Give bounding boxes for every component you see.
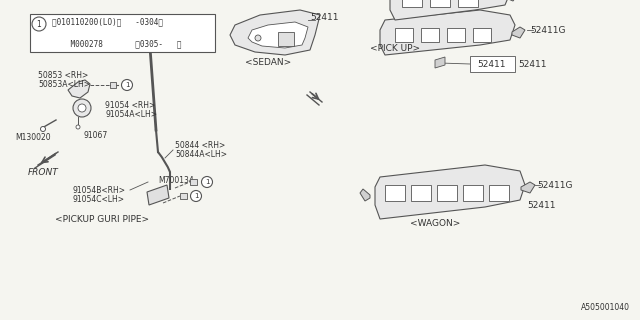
Bar <box>458 0 478 7</box>
Circle shape <box>73 99 91 117</box>
Text: 91054A<LH>: 91054A<LH> <box>105 109 157 118</box>
Bar <box>30 14 215 52</box>
Polygon shape <box>521 182 535 193</box>
Text: M700134: M700134 <box>158 175 194 185</box>
Text: Ⓑ010110200(LO)〈   -0304〉: Ⓑ010110200(LO)〈 -0304〉 <box>52 18 163 27</box>
Text: 52411: 52411 <box>518 60 547 68</box>
Circle shape <box>76 125 80 129</box>
Circle shape <box>202 177 212 188</box>
Polygon shape <box>190 179 197 185</box>
Text: 52411G: 52411G <box>530 26 566 35</box>
Text: 91054 <RH>: 91054 <RH> <box>105 100 156 109</box>
Text: M000278       〈0305-   〉: M000278 〈0305- 〉 <box>52 39 182 49</box>
Polygon shape <box>248 22 308 48</box>
Text: <PICK UP>: <PICK UP> <box>370 44 420 52</box>
Text: 52411: 52411 <box>527 201 556 210</box>
Bar <box>421 28 439 42</box>
Bar <box>411 185 431 201</box>
Text: A505001040: A505001040 <box>581 303 630 312</box>
Bar <box>278 32 294 46</box>
Text: 91067: 91067 <box>83 131 108 140</box>
Bar <box>385 185 405 201</box>
Circle shape <box>122 79 132 91</box>
Text: <WAGON>: <WAGON> <box>410 219 460 228</box>
Polygon shape <box>360 189 370 201</box>
Text: 52411G: 52411G <box>537 180 573 189</box>
Polygon shape <box>180 193 187 199</box>
Bar <box>473 28 491 42</box>
Polygon shape <box>512 27 525 38</box>
Bar <box>395 28 413 42</box>
Bar <box>430 0 450 7</box>
Text: 91054C<LH>: 91054C<LH> <box>72 195 124 204</box>
Text: 50844A<LH>: 50844A<LH> <box>175 149 227 158</box>
Circle shape <box>191 190 202 202</box>
Circle shape <box>78 104 86 112</box>
Bar <box>463 185 483 201</box>
Polygon shape <box>506 0 518 1</box>
Bar <box>437 185 457 201</box>
Text: 52411: 52411 <box>310 12 339 21</box>
Bar <box>447 28 465 42</box>
Polygon shape <box>230 10 320 55</box>
Text: FRONT: FRONT <box>28 167 59 177</box>
Polygon shape <box>147 185 169 205</box>
Text: 91054B<RH>: 91054B<RH> <box>72 186 125 195</box>
Polygon shape <box>435 57 445 68</box>
Bar <box>470 56 515 72</box>
Polygon shape <box>390 0 510 20</box>
Circle shape <box>255 35 261 41</box>
Text: 52411: 52411 <box>477 60 506 68</box>
Text: 1: 1 <box>205 179 209 185</box>
Bar <box>489 185 509 201</box>
Polygon shape <box>110 82 116 88</box>
Text: <PICKUP GURI PIPE>: <PICKUP GURI PIPE> <box>55 215 149 225</box>
Circle shape <box>32 17 46 31</box>
Circle shape <box>40 126 45 132</box>
Text: 50853 <RH>: 50853 <RH> <box>38 70 88 79</box>
Polygon shape <box>375 165 525 219</box>
Text: M130020: M130020 <box>15 132 51 141</box>
Text: <SEDAN>: <SEDAN> <box>245 58 291 67</box>
Polygon shape <box>68 80 90 98</box>
Text: 1: 1 <box>36 20 42 28</box>
Text: 1: 1 <box>125 82 129 88</box>
Text: 50853A<LH>: 50853A<LH> <box>38 79 90 89</box>
Polygon shape <box>380 10 515 55</box>
Text: 50844 <RH>: 50844 <RH> <box>175 140 225 149</box>
Bar <box>402 0 422 7</box>
Text: 1: 1 <box>194 193 198 199</box>
